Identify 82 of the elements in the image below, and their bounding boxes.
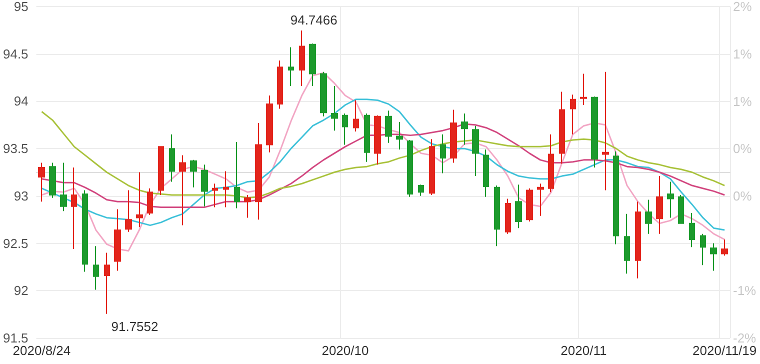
line-series xyxy=(40,72,726,252)
candlestick xyxy=(179,154,186,226)
candlestick xyxy=(49,162,56,198)
candlestick xyxy=(580,73,587,106)
y-tick-label: 92 xyxy=(14,283,28,298)
candlestick xyxy=(385,110,392,144)
candlestick xyxy=(136,172,143,228)
candlestick xyxy=(71,167,77,250)
y-tick-label: 92.5 xyxy=(2,236,28,251)
candlestick xyxy=(396,122,403,150)
candlestick xyxy=(299,30,305,87)
candlestick xyxy=(288,46,294,87)
candlestick xyxy=(440,134,446,174)
candlestick xyxy=(244,194,251,218)
line-series xyxy=(40,110,726,199)
candlestick xyxy=(461,113,468,146)
y-tick-label: 91.5 xyxy=(2,330,28,346)
annotation: 94.7466 xyxy=(290,12,338,28)
x-tick-label: 2020/11 xyxy=(560,343,607,358)
candlestick xyxy=(689,212,695,248)
candlestick xyxy=(125,190,132,232)
candlestick xyxy=(656,176,663,234)
candlestick xyxy=(82,190,88,272)
candlestick xyxy=(212,183,218,208)
candlestick xyxy=(700,233,706,266)
candlestick xyxy=(537,183,544,216)
y-tick-label: 95 xyxy=(14,0,28,14)
candlestick xyxy=(591,96,598,168)
y-tick-label: 94 xyxy=(14,94,28,109)
line-series xyxy=(40,98,726,231)
x-tick-label: 2020/11/19 xyxy=(692,343,757,358)
candlestick xyxy=(169,134,175,182)
candlestick xyxy=(374,114,381,166)
candlestick xyxy=(309,42,316,87)
candlestick xyxy=(635,201,641,279)
y-tick-label: 93.5 xyxy=(2,141,28,156)
candlestick xyxy=(353,100,359,132)
candlestick xyxy=(407,140,413,198)
candlestick xyxy=(223,170,229,208)
candlestick xyxy=(38,162,45,202)
candlestick xyxy=(158,146,164,196)
candlestick xyxy=(559,91,565,164)
candlestick xyxy=(494,185,500,247)
y-tick-label: 94.5 xyxy=(2,46,28,62)
candlestick xyxy=(147,188,153,216)
candlestick xyxy=(266,95,273,153)
candlestick xyxy=(234,141,240,209)
candlestick xyxy=(667,181,674,218)
candlestick xyxy=(342,113,348,146)
candlestick xyxy=(418,184,424,196)
line-series xyxy=(40,123,726,208)
candlestick xyxy=(93,246,99,290)
candlestick xyxy=(710,242,717,272)
y-tick-label: 93 xyxy=(14,188,28,204)
candlestick xyxy=(364,113,370,162)
candlestick xyxy=(320,71,327,117)
candlestick xyxy=(104,252,110,314)
candlestick xyxy=(678,194,684,224)
candlestick xyxy=(602,71,609,191)
annotation: 91.7552 xyxy=(111,318,158,334)
candlestick xyxy=(190,159,197,188)
candlestick xyxy=(277,60,283,110)
candlestick xyxy=(429,138,435,196)
candlestick xyxy=(114,208,121,272)
candlestick xyxy=(331,86,338,132)
candlestick xyxy=(548,134,554,193)
x-tick-label: 2020/8/24 xyxy=(12,343,71,358)
candlestick xyxy=(255,122,262,220)
candlestick xyxy=(645,199,652,234)
x-tick-label: 2020/10 xyxy=(322,343,369,358)
candlestick xyxy=(721,238,728,256)
candlestick xyxy=(515,184,522,229)
candlestick xyxy=(505,198,511,234)
candlestick xyxy=(483,149,489,198)
candlestick xyxy=(526,188,533,222)
candlestick xyxy=(450,109,457,164)
candlestick xyxy=(613,150,619,245)
candlestick xyxy=(472,125,479,177)
candlestick xyxy=(201,164,208,207)
candlestick xyxy=(624,213,630,274)
candlestick xyxy=(60,162,67,212)
candlestick xyxy=(570,94,576,135)
